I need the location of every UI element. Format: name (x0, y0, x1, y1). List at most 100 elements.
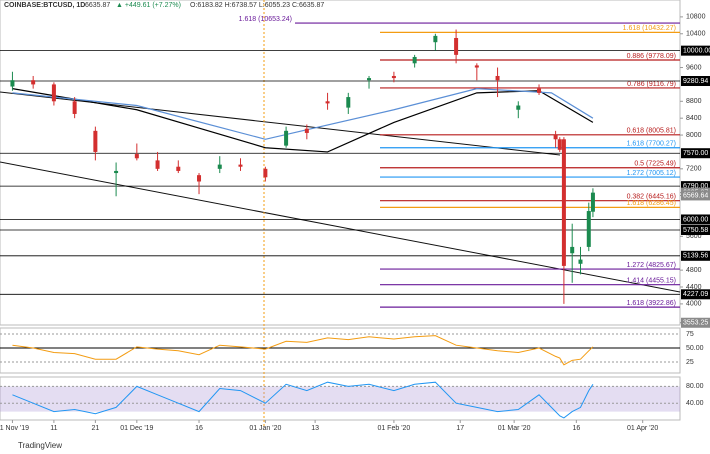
candle-body (474, 65, 479, 68)
y-tick-label: 10800 (686, 14, 706, 21)
candle-body (553, 135, 558, 140)
candle-body (391, 75, 396, 79)
level-label: 0.5 (7225.49) (634, 161, 676, 168)
y-tick-label: 7200 (686, 166, 702, 173)
candle-body (176, 166, 181, 171)
candle-body (114, 170, 119, 174)
rsi-line (12, 335, 594, 366)
x-tick-label: 17 (456, 425, 464, 432)
level-label: 1.618 (6286.45) (627, 200, 676, 207)
axis-label: 5139.56 (683, 253, 708, 260)
axis-label-box (681, 289, 710, 300)
level-label: 1.272 (7005.12) (627, 170, 676, 177)
rsi-pane (0, 327, 681, 374)
level-label: 1.618 (7700.27) (627, 141, 676, 148)
level-label: 1.414 (4455.15) (627, 278, 676, 285)
x-tick-label: 01 Dec '19 (120, 425, 153, 432)
y-tick-label: 4800 (686, 267, 702, 274)
y-tick-label: 4400 (686, 284, 702, 291)
y-tick-label: 9600 (686, 64, 702, 71)
candle-body (263, 168, 268, 178)
x-tick-label: 01 Nov '19 (0, 425, 29, 432)
level-label: 1.618 (10653.24) (239, 16, 292, 23)
stoch-line (12, 381, 594, 419)
candle-body (495, 75, 500, 81)
level-label: 0.886 (9778.09) (627, 53, 676, 60)
price: 6635.87 (85, 2, 110, 9)
y-tick-label: 40.00 (686, 400, 704, 407)
axis-label-box (681, 317, 710, 328)
axis-label-box (681, 75, 710, 86)
candle-body (134, 154, 139, 159)
candle-body (284, 130, 289, 146)
axis-label: 7570.00 (683, 150, 708, 157)
axis-label: 6569.64 (683, 192, 708, 199)
y-tick-label: 4000 (686, 301, 702, 308)
x-tick-label: 01 Jan '20 (249, 425, 281, 432)
axis-label: 10000.00 (683, 47, 710, 54)
candle-body (516, 105, 521, 110)
candle-body (590, 192, 595, 212)
candle-body (325, 101, 330, 104)
x-tick-label: 16 (572, 425, 580, 432)
candle-body (217, 164, 222, 169)
x-tick-label: 11 (50, 425, 57, 432)
axis-label: 4227.09 (683, 291, 708, 298)
candle-body (537, 88, 542, 93)
axis-label: 3553.25 (683, 320, 708, 327)
axis-label: 5750.58 (683, 227, 708, 234)
axis-label-box (681, 190, 710, 201)
axis-label-box (681, 181, 710, 192)
candle-body (155, 160, 160, 169)
candle-body (557, 139, 562, 150)
candle-body (51, 84, 56, 102)
axis-label-box (681, 45, 710, 56)
candle-body (238, 164, 243, 167)
level-label: 1.618 (10432.27) (623, 25, 676, 32)
axis-label-box (681, 214, 710, 225)
y-tick-label: 5600 (686, 233, 702, 240)
y-tick-label: 25 (686, 359, 694, 366)
y-tick-label: 75 (686, 331, 694, 338)
y-tick-label: 8000 (686, 132, 702, 139)
stoch-band (0, 386, 680, 412)
axis-label-box (681, 250, 710, 261)
change: ▲ +449.61 (+7.27%) (116, 2, 181, 9)
candle-body (10, 80, 15, 87)
candle-body (586, 211, 591, 247)
candle-body (433, 35, 438, 43)
ohlc: O:6183.82 H:6738.57 L:6055.23 C:6635.87 (190, 2, 324, 9)
axis-label-box (681, 225, 710, 236)
level-label: 0.786 (9116.79) (627, 81, 676, 88)
candle-body (367, 78, 372, 81)
level-label: 0.618 (8005.81) (627, 128, 676, 135)
x-tick-label: 01 Apr '20 (627, 425, 658, 432)
candle-body (412, 56, 417, 64)
level-label: 0.382 (6445.16) (627, 194, 676, 201)
x-tick-label: 21 (91, 425, 99, 432)
candle-body (197, 175, 202, 182)
candle-body (31, 80, 36, 85)
level-label: 1.272 (4825.67) (627, 262, 676, 269)
axis-label: 9280.94 (683, 78, 708, 85)
candle-body (304, 128, 309, 133)
y-tick-label: 50.00 (686, 345, 704, 352)
stoch-pane (0, 376, 681, 421)
y-tick-label: 8800 (686, 98, 702, 105)
candle-body (561, 139, 566, 266)
x-tick-label: 13 (311, 425, 319, 432)
axis-label: 6790.00 (683, 183, 708, 190)
candle-body (346, 97, 351, 108)
candle-body (93, 130, 98, 152)
candle-body (72, 101, 77, 114)
candle-body (570, 246, 575, 254)
axis-label-box (681, 148, 710, 159)
y-tick-label: 80.00 (686, 383, 704, 390)
x-tick-label: 16 (195, 425, 203, 432)
candle-body (454, 37, 459, 55)
y-tick-label: 8400 (686, 115, 702, 122)
axis-label: 6000.00 (683, 216, 708, 223)
x-tick-label: 01 Feb '20 (377, 425, 410, 432)
